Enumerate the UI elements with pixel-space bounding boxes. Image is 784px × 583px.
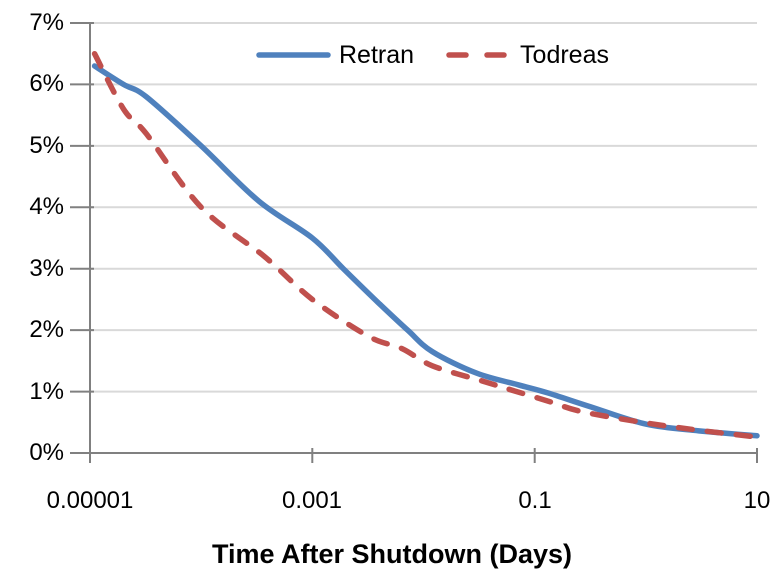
series-line-retran xyxy=(91,63,760,439)
retran-solid-line-icon xyxy=(256,52,331,58)
legend-item-retran: Retran xyxy=(256,40,414,70)
y-tick-label-7%: 7% xyxy=(29,9,64,36)
y-tick-label-1%: 1% xyxy=(29,378,64,405)
y-tick-label-6%: 6% xyxy=(29,70,64,97)
legend-label-todreas: Todreas xyxy=(520,41,609,69)
todreas-dashed-line-icon xyxy=(446,52,512,58)
legend-item-todreas: Todreas xyxy=(446,40,609,70)
y-tick-label-5%: 5% xyxy=(29,132,64,159)
legend-label-retran: Retran xyxy=(339,41,415,69)
x-tick-label-0.1: 0.1 xyxy=(518,487,552,514)
x-tick-label-10: 10 xyxy=(743,487,771,514)
y-tick-label-4%: 4% xyxy=(29,193,64,220)
legend: Retran Todreas xyxy=(256,40,609,70)
y-tick-label-0%: 0% xyxy=(29,439,64,466)
series-line-todreas xyxy=(91,50,760,440)
y-tick-label-2%: 2% xyxy=(29,316,64,343)
y-tick-label-3%: 3% xyxy=(29,255,64,282)
x-tick-label-0.00001: 0.00001 xyxy=(46,487,134,514)
x-tick-label-0.001: 0.001 xyxy=(281,487,343,514)
x-axis-title: Time After Shutdown (Days) xyxy=(211,539,573,569)
